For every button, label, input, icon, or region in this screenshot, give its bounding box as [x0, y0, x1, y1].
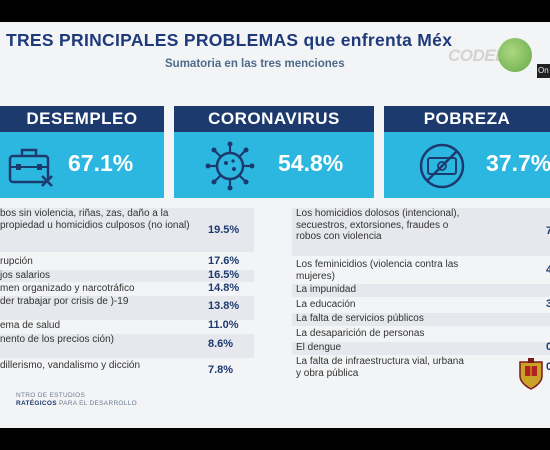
card-desempleo: DESEMPLEO 67.1% — [0, 106, 164, 198]
list-item: Los feminicidios (violencia contra las m… — [292, 259, 550, 283]
list-item-value: 11.0% — [208, 319, 239, 331]
list-item: nento de los precios ción) 8.6% — [0, 334, 254, 358]
list-item-label: La falta de servicios públicos — [296, 313, 424, 324]
card-value: 67.1% — [68, 150, 134, 176]
footer-line2: PARA EL DESARROLLO — [56, 400, 137, 407]
list-item-label: rupción — [0, 256, 33, 267]
row-band — [292, 208, 550, 256]
card-pobreza: POBREZA 37.7% — [384, 106, 550, 198]
list-item-value: 7 — [546, 225, 550, 237]
list-item: rupción 17.6% — [0, 255, 250, 268]
list-item-value: 19.5% — [208, 224, 240, 236]
left-problem-list: bos sin violencia, riñas, zas, daño a la… — [0, 208, 254, 388]
broadcast-logo-circle — [498, 38, 532, 72]
list-item: La impunidad — [292, 284, 550, 297]
list-item-label: La falta de infraestructura vial, urbana… — [296, 356, 464, 379]
card-body: 67.1% — [0, 132, 164, 198]
footer-org: NTRO DE ESTUDIOS RATÉGICOS PARA EL DESAR… — [16, 392, 137, 408]
list-item-value: 8.6% — [208, 338, 234, 350]
right-problem-list: Los homicidios dolosos (intencional), se… — [292, 208, 550, 388]
list-item-label: jos salarios — [0, 270, 51, 281]
list-item-value: 17.6% — [208, 255, 240, 267]
card-coronavirus: CORONAVIRUS 54.8% — [174, 106, 374, 198]
list-item: jos salarios 16.5% — [0, 269, 254, 282]
row-band — [0, 334, 254, 358]
list-item-value: 0 — [546, 341, 550, 353]
slide-title: TRES PRINCIPALES PROBLEMAS que enfrenta … — [6, 30, 453, 50]
list-item-label: La impunidad — [296, 284, 357, 295]
list-item: dillerismo, vandalismo y dicción 7.8% — [0, 360, 250, 384]
list-item: der trabajar por crisis de )-19 13.8% — [0, 296, 254, 320]
card-value: 37.7% — [486, 150, 550, 176]
list-item-label: men organizado y narcotráfico — [0, 283, 135, 294]
list-item-label: La desaparición de personas — [296, 328, 425, 339]
row-band — [292, 284, 550, 297]
list-item-value: 13.8% — [208, 300, 240, 312]
row-band — [292, 313, 550, 326]
card-body: 54.8% — [174, 132, 374, 198]
list-item-label: ema de salud — [0, 320, 61, 331]
briefcase-icon — [8, 148, 53, 187]
top-black-bar — [0, 0, 550, 22]
list-item-value: 3 — [546, 298, 550, 310]
row-band — [0, 296, 254, 320]
list-item-value: 14.8% — [208, 282, 240, 294]
bottom-black-bar — [0, 428, 550, 450]
list-item: bos sin violencia, riñas, zas, daño a la… — [0, 208, 254, 252]
list-item-label: dillerismo, vandalismo y dicción — [0, 360, 141, 371]
card-value: 54.8% — [278, 150, 344, 176]
footer-line2-bold: RATÉGICOS — [16, 400, 57, 407]
no-money-icon — [419, 143, 465, 189]
broadcast-logo: CODEL — [448, 38, 538, 72]
list-item: El dengue 0 — [292, 341, 550, 355]
list-item: La falta de infraestructura vial, urbana… — [292, 356, 550, 382]
broadcast-tag: On — [537, 64, 550, 78]
list-item-label: El dengue — [296, 342, 342, 353]
list-item-value: 7.8% — [208, 364, 234, 376]
list-item: Los homicidios dolosos (intencional), se… — [292, 208, 550, 256]
list-item: men organizado y narcotráfico 14.8% — [0, 282, 250, 295]
row-band — [292, 342, 550, 355]
list-item-value: 0 — [546, 361, 550, 373]
crest-icon — [519, 358, 543, 390]
row-band — [0, 208, 254, 252]
list-item-label: nento de los precios ción) — [0, 334, 114, 345]
card-label: CORONAVIRUS — [174, 106, 374, 132]
footer-line1: NTRO DE ESTUDIOS — [16, 392, 86, 399]
list-item: La educación 3 — [292, 298, 550, 312]
list-item: La falta de servicios públicos — [292, 313, 550, 326]
list-item-label: Los homicidios dolosos (intencional), se… — [296, 208, 460, 242]
list-item: La desaparición de personas — [292, 328, 550, 341]
list-item-value: 16.5% — [208, 269, 240, 281]
list-item-value: 4 — [546, 264, 550, 276]
list-item-label: La educación — [296, 299, 356, 310]
card-label: DESEMPLEO — [0, 106, 164, 132]
slide-subtitle: Sumatoria en las tres menciones — [165, 58, 345, 70]
virus-icon — [205, 141, 255, 191]
list-item: ema de salud 11.0% — [0, 319, 250, 332]
list-item-label: der trabajar por crisis de )-19 — [0, 296, 129, 307]
broadcast-logo-text: CODEL — [448, 46, 506, 65]
list-item-label: Los feminicidios (violencia contra las m… — [296, 259, 459, 282]
card-label: POBREZA — [384, 106, 550, 132]
card-body: 37.7% — [384, 132, 550, 198]
row-band — [0, 270, 254, 282]
list-item-label: bos sin violencia, riñas, zas, daño a la… — [0, 208, 190, 231]
